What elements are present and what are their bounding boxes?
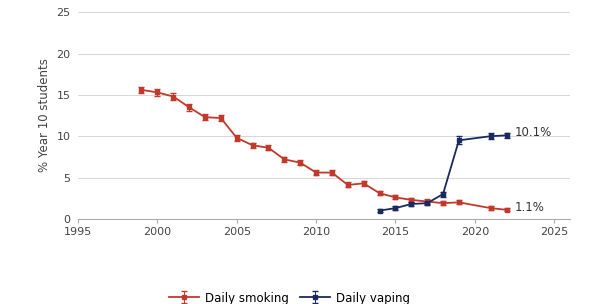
Text: 1.1%: 1.1%: [514, 201, 544, 214]
Y-axis label: % Year 10 students: % Year 10 students: [38, 59, 50, 172]
Text: 10.1%: 10.1%: [514, 126, 552, 140]
Legend: Daily smoking, Daily vaping: Daily smoking, Daily vaping: [164, 287, 415, 304]
